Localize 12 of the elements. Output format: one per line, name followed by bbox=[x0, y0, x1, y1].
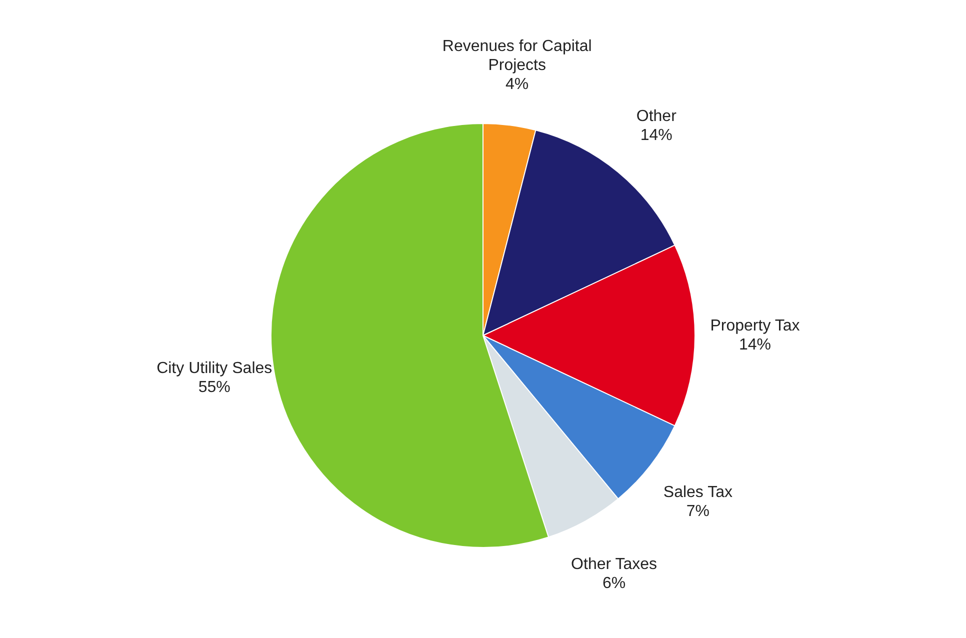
slice-label: Property Tax bbox=[710, 317, 800, 334]
data-label: 14% bbox=[640, 126, 672, 144]
slice-label: Other bbox=[636, 108, 678, 125]
slice-label: Sales Tax bbox=[663, 484, 732, 502]
slice-label: City Utility Sales bbox=[156, 360, 272, 377]
slice-label: Other Taxes bbox=[571, 556, 658, 573]
data-label: 4% bbox=[506, 76, 529, 94]
data-label: 7% bbox=[686, 503, 710, 520]
data-label: 6% bbox=[602, 574, 626, 592]
data-label: 14% bbox=[738, 336, 772, 354]
data-label: 55% bbox=[198, 378, 230, 396]
slice-label: Revenues for Capital Projects bbox=[442, 38, 592, 74]
